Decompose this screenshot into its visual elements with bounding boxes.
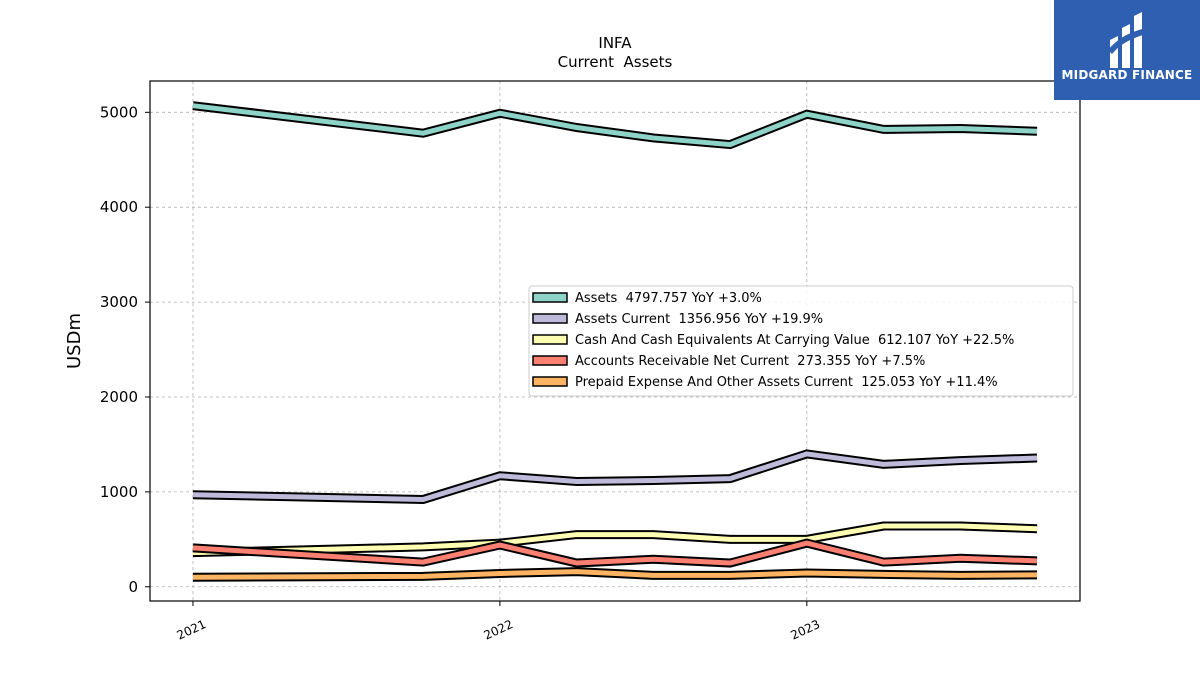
series-line-outline [192,101,1038,150]
plot-frame [149,80,1081,602]
y-axis-label: USDm [64,313,85,369]
x-tick-label: 2022 [482,617,516,643]
legend-label: Assets 4797.757 YoY +3.0% [575,291,762,306]
y-tick-label: 0 [128,578,138,596]
series-line [192,103,1038,148]
series-line [192,451,1038,502]
legend-swatch [532,292,568,303]
x-tick-label: 2021 [175,617,209,643]
plot-area: 0 1000 2000 3000 4000 5000 2021 2022 2023 Assets … [100,80,1081,643]
y-tick-label: 5000 [100,103,138,121]
legend-label: Assets Current 1356.956 YoY +19.9% [575,312,823,327]
legend-swatch [532,355,568,366]
chart-title: INFA [598,34,632,52]
y-tick-label: 1000 [100,483,138,501]
x-tick-label: 2023 [788,617,822,643]
legend-label: Prepaid Expense And Other Assets Current… [575,375,998,390]
legend-swatch [532,334,568,345]
series-line [192,540,1038,566]
logo-text: MIDGARD FINANCE [1061,68,1193,82]
legend-box [528,285,1074,397]
series-line [192,523,1038,556]
legend-label: Cash And Cash Equivalents At Carrying Va… [575,333,1014,348]
series-line [192,569,1038,580]
legend-swatch [532,376,568,387]
legend-label: Accounts Receivable Net Current 273.355 … [575,354,925,369]
y-tick-label: 2000 [100,388,138,406]
legend-swatch [532,313,568,324]
chart-subtitle: Current Assets [558,53,673,71]
midgard-finance-logo: MIDGARD FINANCE [1054,0,1200,100]
y-tick-label: 4000 [100,198,138,216]
y-tick-label: 3000 [100,293,138,311]
logo-mark-icon [1108,12,1146,68]
